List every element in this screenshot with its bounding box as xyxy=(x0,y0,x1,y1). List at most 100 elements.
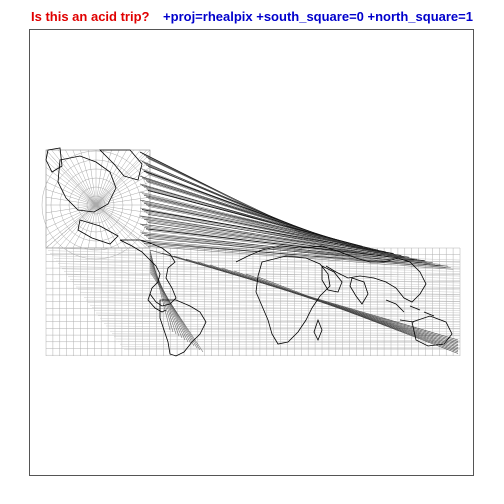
arctic-outlines xyxy=(57,155,117,213)
projection-fan-line xyxy=(89,305,461,311)
projection-fan-line xyxy=(55,260,461,272)
arctic-outlines-4 xyxy=(77,219,119,245)
projection-fan-line xyxy=(65,273,461,284)
projection-streak xyxy=(141,201,381,252)
projection-fan-line xyxy=(121,346,461,348)
projection-fan-line xyxy=(97,315,461,320)
projection-fan-line xyxy=(101,320,461,325)
projection-fan-line xyxy=(77,289,461,297)
polar-meridian xyxy=(95,204,151,249)
polar-meridian xyxy=(95,149,151,206)
polar-meridian xyxy=(95,204,151,243)
polar-meridian xyxy=(45,160,97,206)
polar-meridian xyxy=(95,204,134,249)
projection-fan-line xyxy=(111,333,461,337)
arctic-outlines-3 xyxy=(45,147,63,173)
projection-fan-line xyxy=(119,344,461,346)
projection-streak xyxy=(143,234,436,265)
projection-streak xyxy=(139,191,366,249)
polar-meridian xyxy=(45,154,97,206)
central-america-outline xyxy=(147,293,167,313)
projection-fan-line xyxy=(113,336,461,339)
projection-streak xyxy=(141,193,368,250)
projection-fan-line xyxy=(47,250,461,263)
polar-meridian xyxy=(51,204,97,249)
polar-meridian xyxy=(95,149,120,206)
graticule xyxy=(45,247,461,356)
wedge-streak xyxy=(149,255,180,337)
polar-meridian xyxy=(45,204,97,249)
projection-streak xyxy=(139,239,444,267)
polar-meridian xyxy=(95,149,134,206)
projection-fan-line xyxy=(71,281,461,291)
projection-fan-line xyxy=(79,292,461,300)
projection-streak xyxy=(139,223,418,260)
polar-parallel xyxy=(86,195,106,215)
projection-fan-line xyxy=(103,323,461,327)
projection-streak xyxy=(143,194,371,249)
polar-meridian xyxy=(95,149,127,206)
eurasia-outline xyxy=(235,245,427,303)
projection-fan-line xyxy=(53,258,461,270)
plot-title: Is this an acid trip? xyxy=(31,9,150,24)
projection-streak xyxy=(143,170,332,240)
polar-meridian xyxy=(45,149,97,206)
polar-meridian xyxy=(80,149,97,206)
projection-streak xyxy=(139,199,379,251)
polar-meridian xyxy=(45,204,97,214)
projection-fan-line xyxy=(81,294,461,302)
wedge-streak xyxy=(149,261,189,343)
polar-parallel xyxy=(68,177,124,233)
wedge-streak xyxy=(149,257,183,339)
projection-streak xyxy=(145,180,347,244)
arctic-outlines-2 xyxy=(99,149,143,181)
polar-meridian xyxy=(95,149,105,206)
projection-fan-line xyxy=(63,271,461,281)
projection-fan-line xyxy=(75,286,461,295)
projection-fan-line xyxy=(83,297,461,304)
arabia-outline xyxy=(321,265,343,293)
polar-meridian xyxy=(95,181,151,206)
polar-meridian xyxy=(95,204,151,221)
polar-meridian xyxy=(45,204,97,229)
projection-fan-line xyxy=(51,255,461,268)
projection-fan-line xyxy=(49,253,461,265)
wedge-streak xyxy=(149,265,195,347)
polar-meridian xyxy=(45,196,97,206)
madagascar-outline xyxy=(313,318,323,341)
projection-streak xyxy=(147,189,363,247)
plot-frame xyxy=(29,29,474,476)
projection-fan-line xyxy=(87,302,461,309)
polar-meridian xyxy=(58,149,97,206)
south-america-outline xyxy=(159,299,207,357)
polar-parallel xyxy=(77,186,115,224)
projection-fan-line xyxy=(57,263,461,274)
southeast-asia-islands xyxy=(385,299,435,323)
projection-fan-line xyxy=(95,312,461,318)
polar-meridian xyxy=(65,149,97,206)
polar-meridian xyxy=(95,204,105,249)
australia-outline xyxy=(411,315,453,347)
projection-streak xyxy=(145,204,386,253)
projection-fan-line xyxy=(115,338,461,341)
projection-fan-line xyxy=(59,266,461,277)
projection-streak xyxy=(143,218,410,258)
polar-meridian xyxy=(87,204,97,249)
polar-meridian xyxy=(95,167,151,206)
polar-meridian xyxy=(95,204,141,249)
polar-meridian xyxy=(95,204,147,249)
projection-fan-line xyxy=(67,276,461,286)
projection-streak xyxy=(143,186,358,247)
polar-meridian xyxy=(45,204,97,243)
projection-streak xyxy=(141,209,394,255)
projection-fan-line xyxy=(109,331,461,334)
africa-outline xyxy=(255,255,331,345)
projection-string: +proj=rhealpix +south_square=0 +north_sq… xyxy=(163,9,473,24)
polar-meridian xyxy=(45,204,97,221)
coastlines xyxy=(45,147,453,357)
projection-fan-line xyxy=(91,307,461,314)
projection-streak xyxy=(143,242,449,267)
polar-meridian xyxy=(51,149,97,206)
projection-fan-line xyxy=(85,299,461,307)
